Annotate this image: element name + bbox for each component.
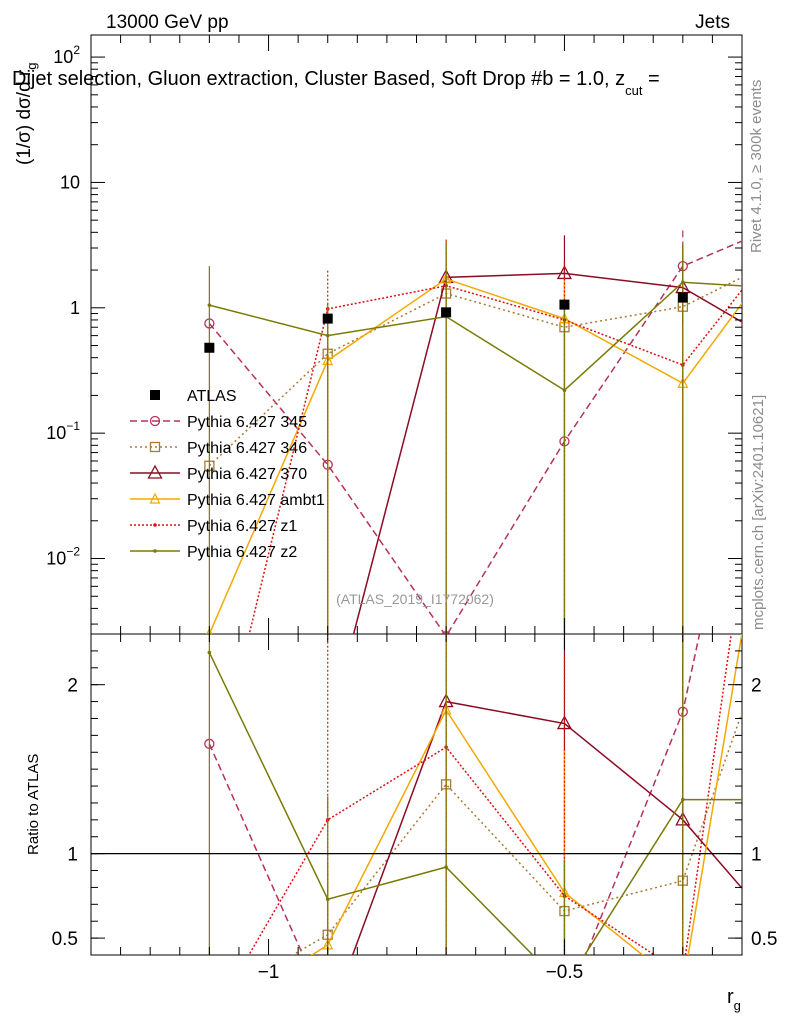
legend-label: Pythia 6.427 z2	[187, 544, 297, 561]
ratio-y-tick-label: 1	[67, 845, 78, 866]
series-pz2-main	[207, 241, 742, 634]
legend-marker	[153, 523, 157, 527]
atlas-points	[204, 292, 688, 353]
atlas-point	[677, 292, 688, 303]
series-pz2-ratio-point	[681, 797, 685, 802]
series-pz1-line	[248, 284, 742, 634]
main-data-layer	[204, 230, 742, 739]
series-pz2-ratio	[207, 634, 742, 989]
series-pz1-ratio-point	[681, 972, 685, 976]
main-y-tick-label: 10−1	[46, 419, 80, 443]
series-pz2-ratio-point	[444, 865, 448, 869]
legend-entry: Pythia 6.427 346	[130, 440, 307, 457]
series-p370-ratio-point	[203, 1015, 216, 1024]
axis-layer: 10−2 10−1 1 10 102 0.5 0.5 1 1 2 2 −1 −0.5	[46, 35, 777, 983]
ratio-y-tick-label: 2	[67, 676, 78, 697]
ratio-y-axis-label: Ratio to ATLAS	[25, 754, 42, 855]
plot-title: Dijet selection, Gluon extraction, Clust…	[12, 68, 660, 98]
legend-entry: Pythia 6.427 z2	[130, 544, 297, 561]
main-y-tick-label: 10−2	[46, 545, 80, 569]
main-y-tick-label: 1	[70, 298, 80, 318]
x-axis-label: rg	[727, 986, 741, 1013]
series-pambt1-main	[206, 239, 742, 634]
series-pz2-ratio-point	[207, 650, 212, 655]
legend-label: Pythia 6.427 ambt1	[187, 492, 325, 509]
legend: ATLAS Pythia 6.427 345 Pythia 6.427 346 Pyt…	[130, 388, 325, 561]
legend-entry: ATLAS	[150, 388, 237, 405]
series-p370-ratio-point	[321, 1015, 334, 1024]
series-p370-ratio-point	[556, 715, 573, 730]
mcplots-label: mcplots.cern.ch [arXiv:2401.10621]	[750, 395, 767, 630]
atlas-point	[322, 313, 333, 324]
series-p345-ratio-point	[442, 1018, 451, 1024]
series-pz2-ratio-point	[563, 985, 567, 989]
legend-entry: Pythia 6.427 370	[130, 464, 307, 483]
legend-entry: Pythia 6.427 345	[130, 414, 307, 431]
series-p370-main	[321, 235, 742, 739]
series-p346-ratio-line	[291, 710, 742, 955]
legend-marker	[153, 549, 157, 553]
series-pz2-ratio-point	[325, 897, 330, 902]
series-pz2-point	[325, 333, 330, 338]
series-pz2-point	[681, 280, 685, 285]
series-pambt1-ratio-line	[310, 634, 742, 955]
series-p370-ratio-line	[351, 700, 742, 955]
series-pz1-main	[248, 239, 742, 634]
energy-label: 13000 GeV pp	[106, 12, 229, 33]
series-p345-ratio-line	[208, 634, 701, 955]
ratio-y-tick-label-right: 0.5	[751, 929, 777, 950]
atlas-point	[441, 307, 452, 318]
series-pambt1-line	[208, 278, 742, 634]
main-y-tick-label: 10	[60, 172, 80, 192]
main-y-axis-label: (1/σ) dσ/d rg	[14, 63, 39, 166]
legend-entry: Pythia 6.427 ambt1	[130, 492, 325, 509]
series-p345-ratio-point	[323, 1007, 332, 1016]
series-p346-main	[204, 247, 742, 634]
series-p345-line	[208, 240, 742, 634]
series-pambt1-point	[206, 627, 213, 634]
series-pambt1-ratio-point	[678, 982, 687, 991]
series-p345-ratio	[204, 634, 701, 1024]
category-label: Jets	[695, 12, 730, 33]
main-y-tick-label: 102	[53, 43, 80, 67]
series-p346-ratio-point	[205, 999, 214, 1008]
x-tick-label: −0.5	[546, 962, 584, 983]
legend-label: Pythia 6.427 345	[187, 414, 307, 431]
legend-marker	[150, 390, 160, 400]
series-pambt1-ratio-point	[205, 1017, 214, 1024]
series-pambt1-ratio	[205, 634, 742, 1024]
series-pz1-ratio-line	[247, 634, 733, 955]
ratio-y-tick-label-right: 2	[751, 676, 762, 697]
legend-label: ATLAS	[187, 388, 237, 405]
analysis-watermark: (ATLAS_2019_I1772062)	[336, 591, 494, 607]
atlas-point	[559, 299, 570, 310]
series-p346-line	[208, 276, 742, 467]
legend-label: Pythia 6.427 370	[187, 466, 307, 483]
legend-marker	[149, 492, 161, 504]
legend-marker	[149, 415, 161, 427]
ratio-y-tick-label-right: 1	[751, 845, 762, 866]
series-p370-point	[321, 727, 334, 739]
series-pz2-point	[207, 303, 212, 307]
ratio-y-tick-label: 0.5	[52, 929, 78, 950]
series-pz2-ratio-line	[208, 652, 742, 955]
series-pz1-ratio	[247, 634, 733, 976]
x-tick-label: −1	[258, 962, 280, 983]
legend-marker	[149, 441, 161, 453]
series-p370-line	[352, 272, 742, 634]
ratio-data-layer	[203, 634, 742, 1024]
series-p345-ratio-point	[560, 1004, 569, 1013]
legend-entry: Pythia 6.427 z1	[130, 518, 297, 535]
legend-label: Pythia 6.427 346	[187, 440, 307, 457]
legend-label: Pythia 6.427 z1	[187, 518, 297, 535]
legend-marker	[147, 464, 163, 479]
series-p345-main	[204, 230, 742, 634]
series-pz2-point	[562, 388, 567, 393]
rivet-version-label: Rivet 4.1.0, ≥ 300k events	[748, 80, 765, 253]
ratio-panel-frame	[90, 633, 743, 956]
atlas-point	[204, 342, 215, 353]
series-pz2-line	[209, 281, 742, 392]
